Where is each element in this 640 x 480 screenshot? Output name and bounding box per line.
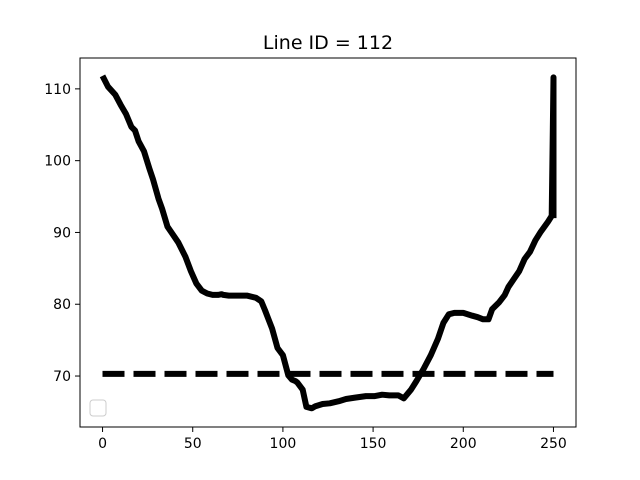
x-tick-label: 100 xyxy=(270,436,297,452)
chart-title: Line ID = 112 xyxy=(263,32,393,54)
x-tick-label: 150 xyxy=(360,436,387,452)
axes: 0 50 100 150 200 250 70 80 90 100 110 xyxy=(44,57,577,452)
x-tick-label: 200 xyxy=(450,436,477,452)
y-tick-label: 70 xyxy=(53,369,71,385)
y-tick-label: 100 xyxy=(44,154,71,170)
y-tick-label: 110 xyxy=(44,82,71,98)
x-tick-label: 50 xyxy=(184,436,202,452)
y-tick-label: 80 xyxy=(53,297,71,313)
plot-area xyxy=(89,74,557,417)
legend-box xyxy=(89,399,107,417)
series-line xyxy=(99,74,557,412)
y-tick-label: 90 xyxy=(53,225,71,241)
plot-frame xyxy=(79,57,577,428)
x-tick-label: 0 xyxy=(98,436,107,452)
x-tick-label: 250 xyxy=(540,436,567,452)
